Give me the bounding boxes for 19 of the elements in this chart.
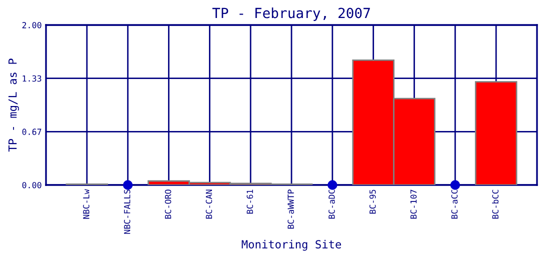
x-tick-label: NBC-FALLS — [124, 190, 130, 234]
x-tick-label: BC-bCC — [492, 190, 499, 219]
x-tick-label: BC-107 — [410, 190, 417, 219]
x-axis-title: Monitoring Site — [242, 240, 342, 251]
bar — [474, 81, 518, 185]
y-tick-label: 0.00 — [22, 182, 42, 188]
x-tick-label: BC-aCC — [451, 190, 458, 219]
y-tick-label: 1.33 — [22, 75, 42, 82]
x-tick-label: NBC-Lw — [83, 189, 90, 219]
x-tick-label: BC-CAN — [206, 190, 212, 219]
y-axis-title: TP - mg/L as P — [8, 58, 19, 152]
y-tick-label: 2.00 — [22, 22, 42, 28]
chart-title: TP - February, 2007 — [212, 8, 370, 21]
x-tick-label: BC-aWWTP — [288, 190, 294, 229]
x-tick-label: BC-aDC — [328, 190, 335, 219]
y-tick-label: 0.67 — [22, 128, 42, 135]
x-tick-label: BC-ORO — [164, 190, 172, 219]
x-tick-label: BC-95 — [369, 190, 376, 214]
x-tick-label: BC-61 — [246, 190, 254, 214]
